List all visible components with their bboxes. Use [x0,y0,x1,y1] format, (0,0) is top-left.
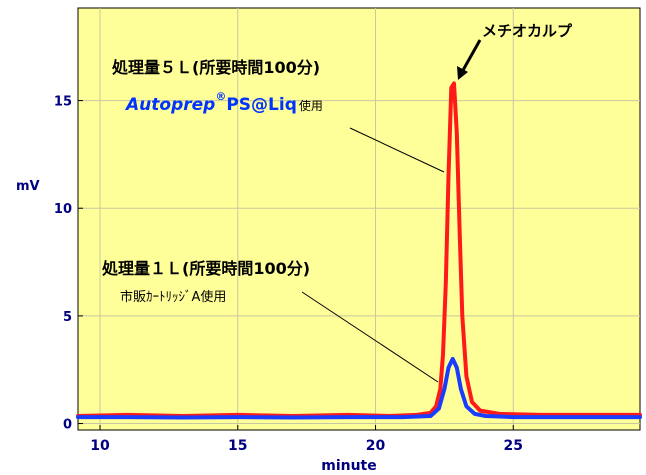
plot-area [77,7,641,431]
x-tick-label: 10 [90,438,110,454]
y-tick-label: 10 [54,202,72,217]
peak-arrow-shaft [460,39,482,73]
y-axis-label: mV [16,179,40,194]
series-line-2 [76,356,642,420]
grid [78,8,640,430]
x-tick-label: 20 [366,438,386,454]
axes: 10 15 20 25 0 5 10 15 [54,95,523,454]
leader-lines [301,39,482,383]
y-tick-label: 0 [63,418,72,433]
registered-mark: ® [215,90,227,103]
product-name: Autoprep [126,95,216,115]
series-group [76,81,642,420]
peak-label: メチオカルプ [482,22,573,40]
lower-product-label: 市販ｶｰﾄﾘｯｼﾞA使用 [120,290,227,305]
peak-arrow-head [457,66,468,80]
upper-condition-label: 処理量５Ｌ(所要時間100分) [112,58,321,77]
lower-leader-line [301,291,439,383]
y-tick-label: 5 [63,310,72,325]
use-label: 使用 [298,99,323,113]
product-suffix: PS@Liq [226,95,297,115]
x-tick-label: 15 [228,438,247,454]
upper-leader-line [349,127,445,173]
x-axis-label: minute [321,458,377,474]
lower-condition-label: 処理量１Ｌ(所要時間100分) [102,259,311,278]
y-tick-label: 15 [54,95,72,110]
upper-product-label: Autoprep®PS@Liq 使用 [126,90,323,115]
x-tick-label: 25 [504,438,523,454]
